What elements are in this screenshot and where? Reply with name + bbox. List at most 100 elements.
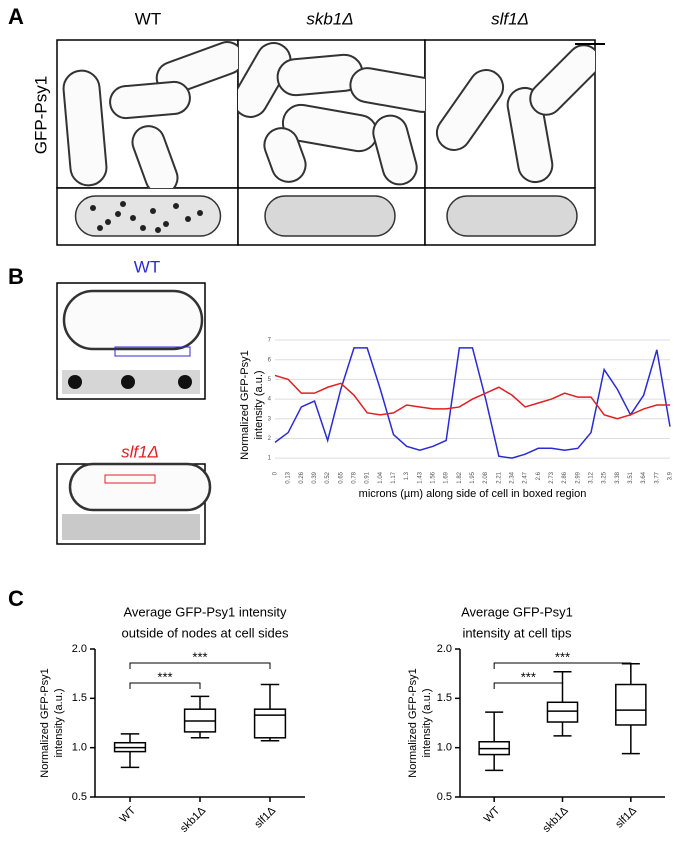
significance-bracket bbox=[493, 682, 563, 689]
cell-shape bbox=[372, 114, 418, 186]
y-tick-label: 4 bbox=[268, 397, 272, 403]
significance-bracket bbox=[129, 682, 201, 689]
cell-wall bbox=[446, 195, 578, 237]
node bbox=[90, 205, 96, 211]
x-tick-label: 0.78 bbox=[352, 471, 358, 483]
cell bbox=[109, 80, 191, 120]
x-tick-label: 0.13 bbox=[286, 471, 292, 483]
column-label: slf1Δ bbox=[491, 9, 529, 28]
cell-shape bbox=[263, 127, 307, 183]
node bbox=[185, 216, 191, 222]
x-tick-label: slf1Δ bbox=[252, 804, 278, 830]
y-tick-label: 1.0 bbox=[72, 742, 87, 754]
x-tick-label: 1.82 bbox=[457, 471, 463, 483]
x-tick-label: 3.12 bbox=[589, 471, 595, 483]
cell bbox=[529, 44, 595, 116]
node bbox=[97, 225, 103, 231]
node bbox=[121, 375, 135, 389]
cell-wall bbox=[435, 69, 505, 151]
y-axis-label: intensity (a.u.) bbox=[53, 688, 65, 757]
y-tick-label: 7 bbox=[268, 338, 272, 344]
y-tick-label: 1.5 bbox=[437, 692, 452, 704]
y-tick-label: 2.0 bbox=[437, 643, 452, 655]
chart-title: Average GFP-Psy1 intensity bbox=[123, 604, 287, 619]
cell-shape bbox=[62, 69, 108, 187]
cell-shape bbox=[131, 125, 179, 188]
x-tick-label: 3.64 bbox=[641, 471, 647, 483]
x-tick-label: 0.52 bbox=[325, 471, 331, 483]
cell-wall bbox=[68, 462, 212, 512]
x-tick-label: 2.6 bbox=[536, 471, 542, 480]
cell-wall bbox=[264, 195, 396, 237]
x-tick-label: 1.69 bbox=[444, 471, 450, 483]
image-label: slf1Δ bbox=[121, 442, 159, 461]
cell-wall bbox=[372, 114, 418, 186]
cell bbox=[131, 125, 179, 188]
x-tick-label: 2.47 bbox=[523, 471, 529, 483]
x-tick-label: skb1Δ bbox=[541, 804, 572, 835]
cell bbox=[435, 69, 505, 151]
node bbox=[68, 375, 82, 389]
x-tick-label: 3.51 bbox=[628, 471, 634, 483]
node bbox=[130, 215, 136, 221]
roi-box bbox=[104, 474, 156, 484]
cell-wall bbox=[109, 80, 191, 120]
y-axis-label: intensity (a.u.) bbox=[421, 688, 433, 757]
box bbox=[615, 683, 647, 726]
line-series bbox=[274, 374, 670, 420]
x-tick-label: 1.3 bbox=[404, 471, 410, 480]
x-tick-label: 0.39 bbox=[312, 471, 318, 483]
cell-shape bbox=[435, 69, 505, 151]
cell-wall bbox=[74, 195, 222, 237]
x-tick-label: WT bbox=[482, 804, 503, 825]
cell bbox=[372, 114, 418, 186]
x-tick-label: skb1Δ bbox=[178, 804, 209, 835]
x-tick-label: 1.95 bbox=[470, 471, 476, 483]
cell bbox=[62, 289, 204, 351]
significance-label: *** bbox=[521, 669, 536, 684]
x-tick-label: 0.91 bbox=[365, 471, 371, 483]
x-tick-label: 1.17 bbox=[391, 471, 397, 483]
significance-label: *** bbox=[555, 649, 570, 664]
x-axis-label: microns (µm) along side of cell in boxed… bbox=[359, 488, 587, 500]
line-series bbox=[274, 347, 671, 459]
x-tick-label: 2.99 bbox=[575, 471, 581, 483]
cell bbox=[446, 195, 578, 237]
y-tick-label: 0.5 bbox=[72, 791, 87, 803]
panel-label: A bbox=[8, 4, 24, 29]
panel-label: C bbox=[8, 586, 24, 611]
x-tick-label: 2.86 bbox=[562, 471, 568, 483]
y-tick-label: 6 bbox=[268, 357, 272, 363]
box bbox=[253, 708, 287, 739]
node bbox=[105, 219, 111, 225]
x-tick-label: slf1Δ bbox=[613, 804, 639, 830]
node bbox=[140, 225, 146, 231]
panel-label: B bbox=[8, 264, 24, 289]
y-tick-label: 1 bbox=[268, 456, 272, 462]
x-tick-label: 3.9 bbox=[668, 471, 674, 480]
y-tick-label: 1.5 bbox=[72, 692, 87, 704]
cell-wall bbox=[62, 69, 108, 187]
cell bbox=[349, 67, 425, 113]
cell-wall bbox=[263, 127, 307, 183]
node bbox=[150, 208, 156, 214]
significance-bracket bbox=[493, 662, 632, 669]
y-tick-label: 2 bbox=[268, 436, 272, 442]
x-tick-label: 1.43 bbox=[417, 471, 423, 483]
node bbox=[197, 210, 203, 216]
y-axis-label: intensity (a.u.) bbox=[253, 370, 265, 439]
node bbox=[120, 201, 126, 207]
cell bbox=[62, 69, 108, 187]
cell-shape bbox=[109, 80, 191, 120]
cell bbox=[68, 462, 212, 512]
box bbox=[546, 701, 579, 723]
x-tick-label: 2.08 bbox=[483, 471, 489, 483]
y-tick-label: 1.0 bbox=[437, 742, 452, 754]
x-tick-label: 2.34 bbox=[510, 471, 516, 483]
significance-bracket bbox=[129, 662, 271, 669]
node bbox=[163, 221, 169, 227]
chart-title: outside of nodes at cell sides bbox=[122, 625, 289, 640]
cell bbox=[264, 195, 396, 237]
cell-wall bbox=[131, 125, 179, 188]
